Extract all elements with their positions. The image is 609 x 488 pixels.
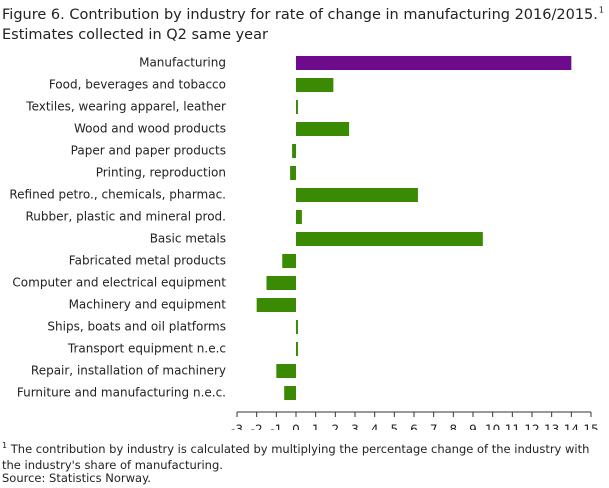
bar bbox=[290, 166, 296, 180]
bar bbox=[282, 254, 296, 268]
footnote: 1 The contribution by industry is calcul… bbox=[2, 438, 602, 473]
bar bbox=[296, 122, 350, 136]
x-tick-label: -3 bbox=[231, 423, 243, 431]
bar bbox=[296, 320, 298, 334]
x-tick-label: 12 bbox=[524, 423, 539, 431]
y-tick-label: Ships, boats and oil platforms bbox=[47, 320, 226, 334]
x-tick-label: 8 bbox=[450, 423, 458, 431]
x-tick-label: -1 bbox=[270, 423, 282, 431]
x-tick-label: -2 bbox=[251, 423, 263, 431]
x-tick-label: 6 bbox=[410, 423, 418, 431]
y-tick-label: Repair, installation of machinery bbox=[31, 364, 226, 378]
chart-subtitle: Estimates collected in Q2 same year bbox=[2, 27, 268, 43]
x-tick-label: 2 bbox=[332, 423, 340, 431]
source: Source: Statistics Norway. bbox=[2, 471, 151, 485]
x-tick-label: 3 bbox=[351, 423, 359, 431]
y-tick-label: Fabricated metal products bbox=[69, 254, 226, 268]
bar bbox=[266, 276, 296, 290]
y-tick-label: Computer and electrical equipment bbox=[12, 276, 226, 290]
y-tick-label: Paper and paper products bbox=[71, 144, 226, 158]
x-tick-label: 5 bbox=[391, 423, 399, 431]
chart-title: Figure 6. Contribution by industry for r… bbox=[2, 7, 598, 23]
bar bbox=[296, 232, 483, 246]
x-tick-label: 9 bbox=[469, 423, 477, 431]
y-tick-label: Refined petro., chemicals, pharmac. bbox=[9, 188, 226, 202]
bar bbox=[284, 386, 296, 400]
y-tick-label: Transport equipment n.e.c bbox=[67, 342, 226, 356]
footnote-text: The contribution by industry is calculat… bbox=[2, 441, 590, 472]
y-tick-label: Textiles, wearing apparel, leather bbox=[25, 100, 226, 114]
chart: Figure 6. Contribution by industry for r… bbox=[2, 6, 604, 431]
y-tick-label: Basic metals bbox=[150, 232, 226, 246]
x-tick-label: 15 bbox=[583, 423, 598, 431]
bar bbox=[296, 342, 298, 356]
y-tick-label: Rubber, plastic and mineral prod. bbox=[26, 210, 227, 224]
bar bbox=[256, 298, 296, 312]
bar bbox=[296, 100, 298, 114]
x-tick-label: 10 bbox=[485, 423, 500, 431]
y-tick-label: Printing, reproduction bbox=[96, 166, 226, 180]
footnote-marker: 1 bbox=[2, 441, 8, 450]
x-tick-label: 13 bbox=[544, 423, 559, 431]
bar bbox=[296, 188, 418, 202]
bar bbox=[276, 364, 296, 378]
y-tick-label: Furniture and manufacturing n.e.c. bbox=[17, 386, 226, 400]
bar bbox=[292, 144, 296, 158]
x-tick-label: 7 bbox=[430, 423, 438, 431]
x-tick-label: 11 bbox=[505, 423, 520, 431]
bar bbox=[296, 78, 334, 92]
y-tick-label: Wood and wood products bbox=[74, 122, 226, 136]
title-note-marker: 1 bbox=[599, 6, 604, 15]
x-tick-label: 1 bbox=[312, 423, 320, 431]
x-tick-label: 14 bbox=[564, 423, 579, 431]
bar bbox=[296, 56, 572, 70]
y-tick-label: Food, beverages and tobacco bbox=[49, 78, 226, 92]
y-tick-label: Manufacturing bbox=[139, 56, 226, 70]
bar bbox=[296, 210, 302, 224]
y-tick-label: Machinery and equipment bbox=[69, 298, 227, 312]
x-tick-label: 0 bbox=[292, 423, 300, 431]
x-tick-label: 4 bbox=[371, 423, 379, 431]
